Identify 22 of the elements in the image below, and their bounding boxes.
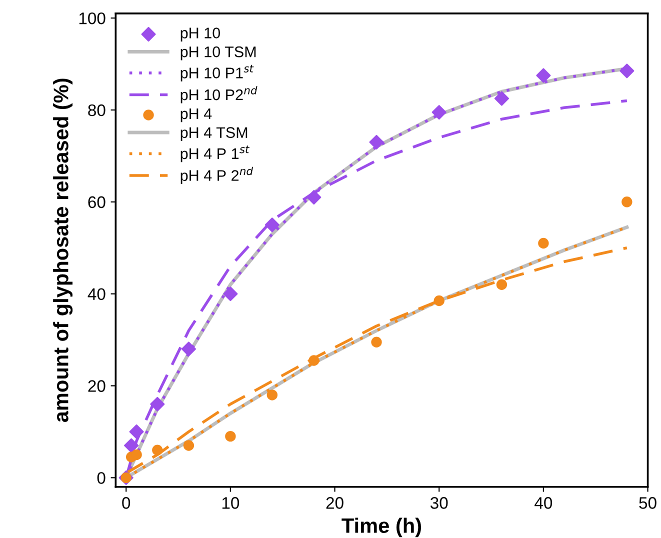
- legend-label: pH 4 P 1$^{st}$: [180, 146, 250, 162]
- y-tick-label: 0: [97, 472, 106, 484]
- y-tick-label: 100: [79, 12, 106, 24]
- legend-label: pH 4 TSM: [180, 127, 248, 141]
- x-tick-label: 0: [122, 497, 130, 509]
- y-tick-label: 40: [88, 288, 106, 300]
- x-tick-label: 20: [326, 497, 344, 509]
- x-tick-label: 40: [534, 497, 552, 509]
- x-tick-label: 50: [639, 497, 656, 509]
- x-tick-label: 30: [430, 497, 448, 509]
- y-tick-label: 60: [88, 196, 106, 208]
- y-tick-label: 80: [88, 104, 106, 116]
- legend-label: pH 10 P2$^{nd}$: [180, 86, 258, 104]
- legend-label: pH 10 P1$^{st}$: [180, 64, 254, 82]
- x-axis-title: Time (h): [342, 518, 422, 538]
- y-tick-label: 20: [88, 380, 106, 392]
- legend-label: pH 4: [180, 108, 212, 122]
- y-axis-title: amount of glyphosate released (%): [53, 78, 73, 422]
- x-tick-label: 10: [222, 497, 240, 509]
- legend-label: pH 4 P 2$^{nd}$: [180, 166, 254, 184]
- legend-label: pH 10 TSM: [180, 46, 256, 60]
- legend-label: pH 10: [180, 28, 220, 42]
